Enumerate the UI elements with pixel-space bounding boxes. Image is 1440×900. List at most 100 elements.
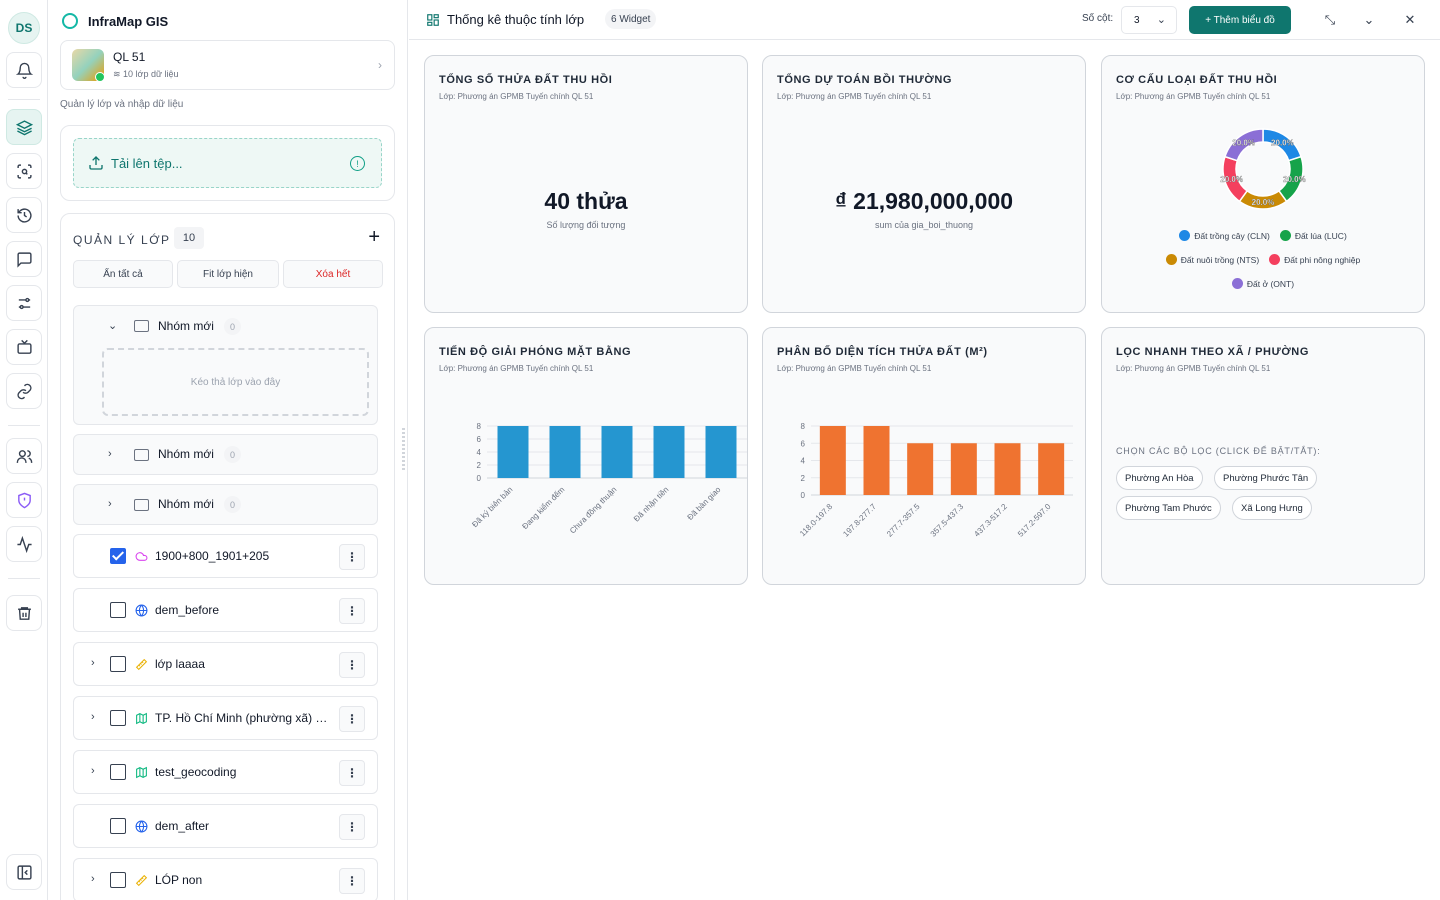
panel-resize-handle[interactable]	[402, 428, 405, 472]
more-vertical-icon[interactable]: ⋮	[339, 760, 365, 786]
layer-checkbox[interactable]	[110, 710, 126, 726]
x-tick-label: 517.2-597.0	[1016, 502, 1053, 539]
layer-checkbox[interactable]	[110, 818, 126, 834]
chevron-right-icon[interactable]: ›	[91, 873, 95, 885]
layer-checkbox[interactable]	[110, 602, 126, 618]
minimize-icon[interactable]: ⤡	[1324, 12, 1336, 27]
donut-slice	[1224, 128, 1264, 162]
filter-chip[interactable]: Phường Tam Phước	[1116, 496, 1221, 520]
legend-item[interactable]: Đất ở (ONT)	[1231, 278, 1294, 289]
info-icon[interactable]: !	[350, 156, 365, 171]
legend-swatch	[1231, 278, 1243, 289]
shield-alert-icon[interactable]	[6, 482, 42, 518]
widget-land-type-donut[interactable]: CƠ CẤU LOẠI ĐẤT THU HỒI Lớp: Phương án G…	[1101, 55, 1425, 313]
y-tick-label: 8	[801, 422, 806, 431]
layer-checkbox[interactable]	[110, 548, 126, 564]
layer-checkbox[interactable]	[110, 872, 126, 888]
add-chart-button[interactable]: + Thêm biểu đồ	[1189, 6, 1291, 34]
columns-select[interactable]: 3 ⌄	[1121, 6, 1177, 34]
legend-item[interactable]: Đất phi nông nghiệp	[1269, 254, 1360, 265]
project-card[interactable]: QL 51 ≋ 10 lớp dữ liệu ›	[60, 40, 395, 90]
dropzone[interactable]: Kéo thả lớp vào đây	[102, 348, 369, 416]
chevron-right-icon[interactable]: ›	[108, 498, 112, 510]
filter-chip[interactable]: Phường An Hòa	[1116, 466, 1203, 490]
y-tick-label: 6	[801, 439, 806, 448]
chevron-right-icon[interactable]: ›	[91, 711, 95, 723]
bell-icon[interactable]	[6, 52, 42, 88]
layer-row[interactable]: › LÓP non ⋮	[73, 858, 378, 900]
chevron-down-icon[interactable]: ⌄	[108, 320, 118, 332]
x-tick-label: 118.0-197.8	[798, 502, 835, 539]
bar	[601, 426, 633, 478]
filter-chip[interactable]: Xã Long Hưng	[1232, 496, 1312, 520]
legend-item[interactable]: Đất nuôi trồng (NTS)	[1165, 254, 1259, 265]
sliders-icon[interactable]	[6, 285, 42, 321]
layer-name: 1900+800_1901+205	[155, 549, 270, 563]
collapse-sidebar-icon[interactable]	[6, 854, 42, 890]
legend-item[interactable]: Đất lúa (LUC)	[1279, 230, 1347, 241]
layer-row[interactable]: › test_geocoding ⋮	[73, 750, 378, 794]
more-vertical-icon[interactable]: ⋮	[339, 868, 365, 894]
more-vertical-icon[interactable]: ⋮	[339, 598, 365, 624]
widget-total-parcels[interactable]: TỔNG SỐ THỬA ĐẤT THU HỒI Lớp: Phương án …	[424, 55, 748, 313]
layer-checkbox[interactable]	[110, 764, 126, 780]
hide-all-button[interactable]: Ẩn tất cả	[73, 260, 173, 288]
columns-value: 3	[1134, 15, 1140, 26]
layer-row[interactable]: 1900+800_1901+205 ⋮	[73, 534, 378, 578]
tv-icon[interactable]	[6, 329, 42, 365]
legend-item[interactable]: Đất trồng cây (CLN)	[1179, 230, 1270, 241]
chevron-right-icon: ›	[378, 58, 382, 72]
widget-clearance-progress[interactable]: TIẾN ĐỘ GIẢI PHÓNG MẶT BẰNG Lớp: Phương …	[424, 327, 748, 585]
history-icon[interactable]	[6, 197, 42, 233]
scan-search-icon[interactable]	[6, 153, 42, 189]
layer-group[interactable]: ⌄ Nhóm mới 0 Kéo thả lớp vào đây	[73, 305, 378, 425]
dashboard: Thống kê thuộc tính lớp 6 Widget Số cột:…	[409, 0, 1440, 900]
bar	[1038, 443, 1065, 495]
link-icon[interactable]	[6, 373, 42, 409]
user-avatar[interactable]: DS	[8, 12, 40, 44]
fit-visible-button[interactable]: Fit lớp hiện	[177, 260, 279, 288]
widget-title: TỔNG DỰ TOÁN BỒI THƯỜNG	[777, 74, 953, 86]
close-icon[interactable]: ✕	[1404, 12, 1416, 27]
layer-checkbox[interactable]	[110, 656, 126, 672]
more-vertical-icon[interactable]: ⋮	[339, 544, 365, 570]
icon-rail: DS	[0, 0, 48, 900]
more-vertical-icon[interactable]: ⋮	[339, 814, 365, 840]
chevron-right-icon[interactable]: ›	[91, 657, 95, 669]
chevron-right-icon[interactable]: ›	[108, 448, 112, 460]
users-icon[interactable]	[6, 438, 42, 474]
add-group-button[interactable]: +	[368, 226, 380, 248]
widget-total-compensation[interactable]: TỔNG DỰ TOÁN BỒI THƯỜNG Lớp: Phương án G…	[762, 55, 1086, 313]
filter-chip[interactable]: Phường Phước Tân	[1214, 466, 1318, 490]
project-thumbnail	[72, 49, 105, 82]
widget-area-distribution[interactable]: PHÂN BỐ DIỆN TÍCH THỬA ĐẤT (M²) Lớp: Phư…	[762, 327, 1086, 585]
layer-row[interactable]: › lớp laaaa ⋮	[73, 642, 378, 686]
layer-row[interactable]: › TP. Hồ Chí Minh (phường xã) - Đơn vị h…	[73, 696, 378, 740]
more-vertical-icon[interactable]: ⋮	[339, 706, 365, 732]
layer-row[interactable]: dem_after ⋮	[73, 804, 378, 848]
chevron-down-icon: ⌄	[1156, 14, 1166, 26]
layer-group[interactable]: › Nhóm mới 0	[73, 484, 378, 525]
chat-icon[interactable]	[6, 241, 42, 277]
bar	[819, 426, 846, 495]
chevron-right-icon[interactable]: ›	[91, 765, 95, 777]
clear-all-button[interactable]: Xóa hết	[283, 260, 383, 288]
layer-manager: QUẢN LÝ LỚP 10 + Ẩn tất cả Fit lớp hiện …	[60, 213, 395, 900]
widget-title: TIẾN ĐỘ GIẢI PHÓNG MẶT BẰNG	[439, 346, 632, 358]
bar	[497, 426, 529, 478]
layer-row[interactable]: dem_before ⋮	[73, 588, 378, 632]
widget-quick-filter[interactable]: LỌC NHANH THEO XÃ / PHƯỜNG Lớp: Phương á…	[1101, 327, 1425, 585]
upload-button[interactable]: Tải lên tệp... !	[73, 138, 382, 188]
chevron-down-icon[interactable]: ⌄	[1363, 12, 1375, 27]
layer-group[interactable]: › Nhóm mới 0	[73, 434, 378, 475]
widget-value: 40 thửa	[544, 188, 628, 214]
widget-title: LỌC NHANH THEO XÃ / PHƯỜNG	[1116, 346, 1310, 358]
trash-icon[interactable]	[6, 595, 42, 631]
upload-label: Tải lên tệp...	[111, 156, 183, 171]
layers-icon[interactable]	[6, 109, 42, 145]
y-tick-label: 0	[801, 491, 806, 500]
more-vertical-icon[interactable]: ⋮	[339, 652, 365, 678]
x-tick-label: 197.8-277.7	[841, 502, 878, 539]
activity-icon[interactable]	[6, 526, 42, 562]
donut-slice-label: 20.0%	[1271, 138, 1294, 147]
